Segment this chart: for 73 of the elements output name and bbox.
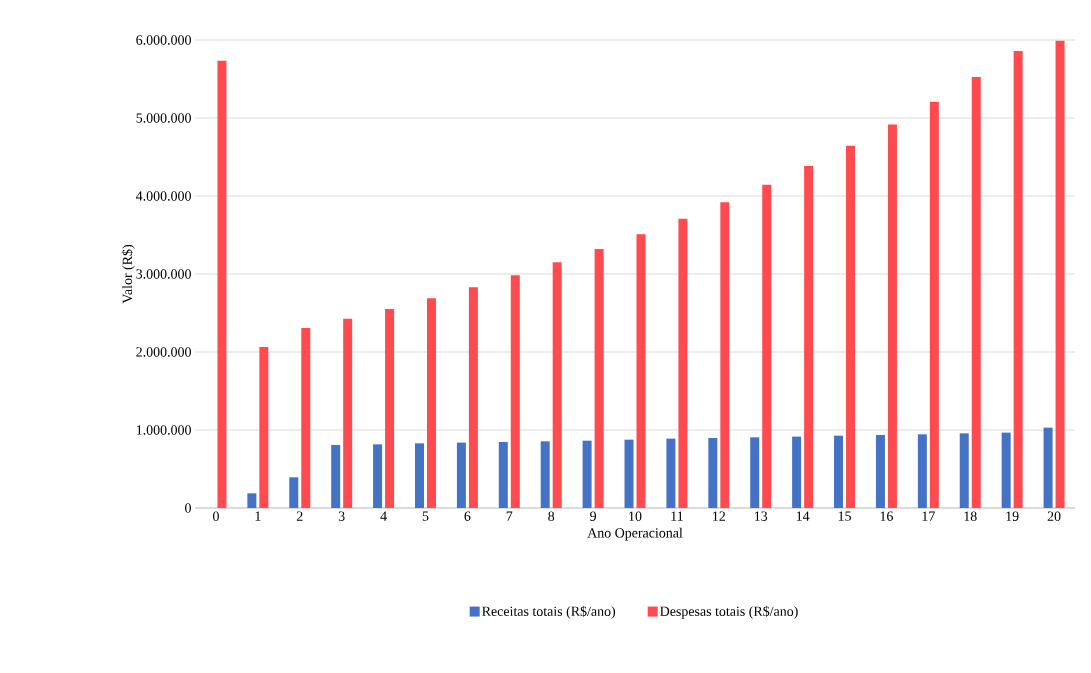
bar bbox=[875, 434, 885, 508]
y-tick-label: 3.000.000 bbox=[136, 269, 191, 279]
x-tick-label: 1 bbox=[255, 511, 261, 521]
x-tick-label: 7 bbox=[506, 511, 513, 521]
bar bbox=[971, 76, 981, 508]
bar bbox=[247, 493, 257, 508]
y-tick-label: 6.000.000 bbox=[136, 35, 191, 45]
x-tick-label: 11 bbox=[671, 511, 683, 521]
x-tick-label: 17 bbox=[922, 511, 935, 521]
x-axis-title: Ano Operacional bbox=[587, 527, 683, 541]
bar bbox=[1001, 432, 1011, 508]
legend-label: Despesas totais (R$/ano) bbox=[660, 605, 798, 619]
x-tick-label: 4 bbox=[380, 511, 387, 521]
bar bbox=[804, 165, 814, 508]
x-tick-label: 3 bbox=[338, 511, 345, 521]
y-tick-label: 2.000.000 bbox=[136, 347, 191, 357]
bar bbox=[750, 437, 760, 508]
bar bbox=[887, 124, 897, 508]
x-tick-label: 12 bbox=[713, 511, 726, 521]
bar bbox=[385, 309, 395, 508]
y-tick-label: 4.000.000 bbox=[135, 191, 191, 201]
bar bbox=[762, 184, 772, 508]
x-tick-label: 15 bbox=[838, 511, 851, 521]
bar bbox=[414, 443, 424, 508]
x-tick-label: 19 bbox=[1006, 511, 1019, 521]
bar bbox=[846, 145, 856, 508]
bar bbox=[510, 275, 520, 508]
bar bbox=[636, 234, 646, 508]
bar bbox=[1043, 427, 1053, 508]
legend-label: Receitas totais (R$/ano) bbox=[482, 605, 616, 619]
bar bbox=[594, 248, 604, 508]
bar bbox=[217, 60, 227, 508]
x-tick-label: 5 bbox=[422, 511, 429, 521]
bar bbox=[720, 202, 730, 508]
x-tick-label: 2 bbox=[296, 511, 303, 521]
x-tick-label: 9 bbox=[590, 511, 597, 521]
y-tick-label: 0 bbox=[185, 503, 191, 513]
bar bbox=[1055, 40, 1065, 508]
bar bbox=[552, 262, 562, 508]
bar bbox=[792, 436, 802, 508]
bar bbox=[1013, 50, 1023, 508]
x-tick-label: 0 bbox=[213, 511, 219, 521]
bar bbox=[259, 347, 269, 508]
bar bbox=[301, 327, 311, 508]
y-axis-title: Valor (R$) bbox=[121, 244, 135, 304]
x-tick-label: 13 bbox=[754, 511, 768, 521]
bar bbox=[917, 434, 927, 508]
bar bbox=[289, 477, 299, 508]
x-tick-label: 8 bbox=[548, 511, 555, 521]
bar bbox=[666, 438, 676, 508]
x-tick-label: 14 bbox=[796, 511, 810, 521]
x-tick-label: 18 bbox=[964, 511, 977, 521]
bar bbox=[498, 442, 508, 508]
bar bbox=[540, 441, 550, 508]
bar bbox=[624, 439, 634, 508]
bar bbox=[331, 444, 341, 508]
bar bbox=[373, 444, 383, 508]
bar bbox=[468, 287, 478, 508]
y-tick-label: 5.000.000 bbox=[136, 113, 191, 123]
bar bbox=[343, 318, 353, 508]
bar bbox=[582, 440, 592, 508]
bar bbox=[708, 438, 718, 508]
bar bbox=[678, 218, 688, 508]
x-tick-label: 10 bbox=[629, 511, 642, 521]
bar bbox=[929, 101, 939, 508]
x-tick-label: 20 bbox=[1047, 511, 1061, 521]
bar bbox=[456, 442, 466, 508]
bar bbox=[959, 433, 969, 508]
bar bbox=[426, 298, 436, 508]
x-tick-label: 6 bbox=[464, 511, 471, 521]
x-tick-label: 16 bbox=[880, 511, 893, 521]
y-tick-label: 1.000.000 bbox=[136, 425, 191, 435]
bar bbox=[834, 435, 844, 508]
